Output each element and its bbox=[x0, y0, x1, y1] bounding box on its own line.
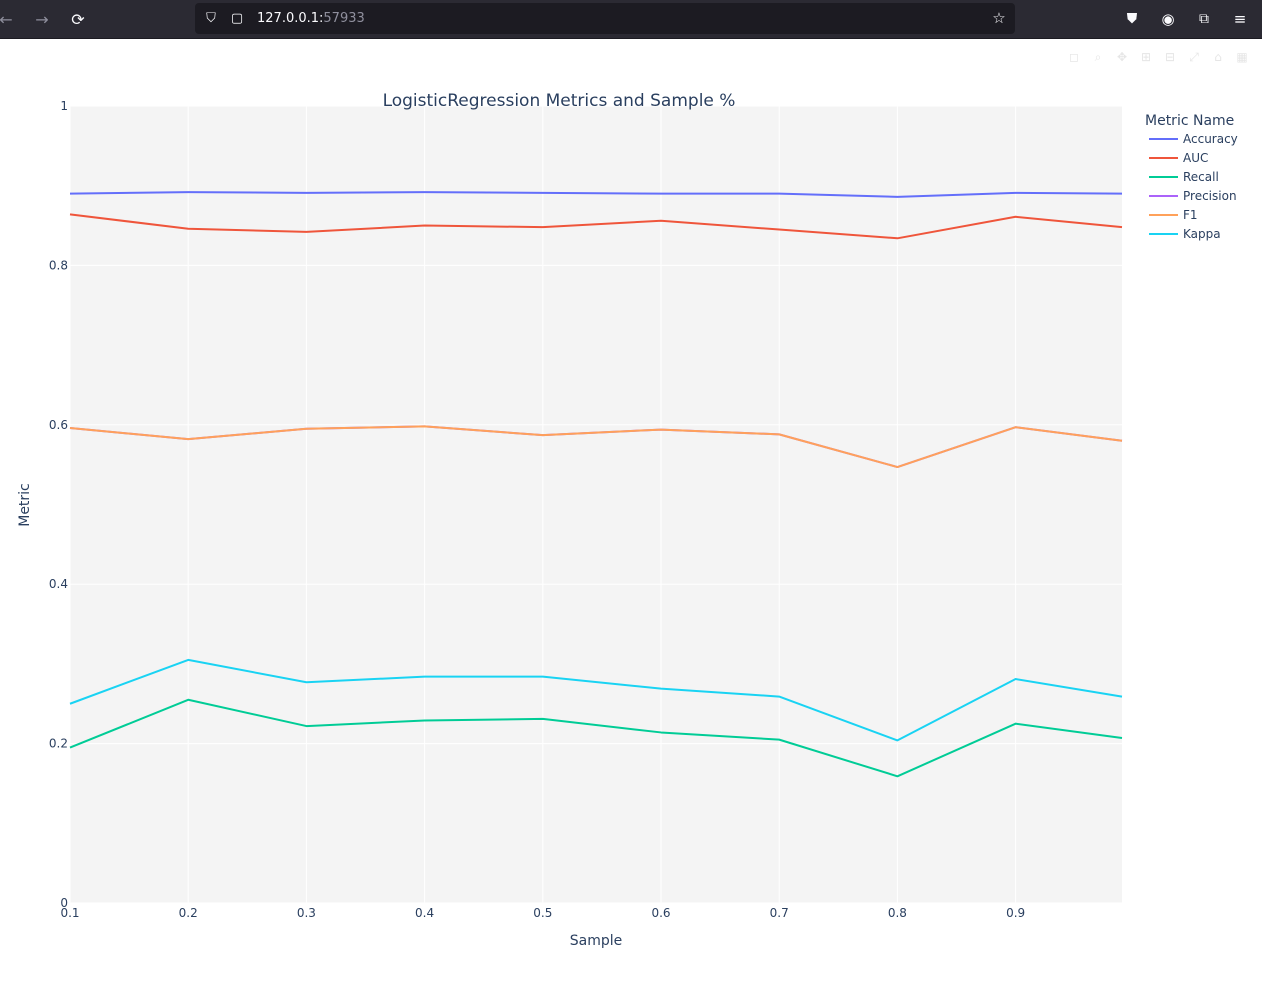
y-tick-label: 0.6 bbox=[49, 418, 68, 432]
legend: Metric Name Accuracy AUC Recall Precision F1… bbox=[1145, 113, 1238, 241]
y-tick-label: 1 bbox=[60, 99, 68, 113]
legend-item-recall[interactable]: Recall bbox=[1149, 170, 1219, 184]
chart-title: LogisticRegression Metrics and Sample % bbox=[383, 91, 736, 111]
pocket-icon[interactable]: ⛊ bbox=[1126, 11, 1138, 27]
x-tick-label: 0.9 bbox=[1006, 906, 1025, 920]
legend-item-precision[interactable]: Precision bbox=[1149, 189, 1237, 203]
x-tick-label: 0.6 bbox=[651, 906, 670, 920]
menu-icon[interactable]: ≡ bbox=[1233, 10, 1247, 28]
url-text[interactable]: 127.0.0.1:57933 bbox=[257, 11, 365, 26]
pan-icon[interactable]: ✥ bbox=[1116, 50, 1128, 64]
x-tick-label: 0.7 bbox=[770, 906, 789, 920]
chart-modebar: ◻ ⌕ ✥ ⊞ ⊟ ⤢ ⌂ ▦ bbox=[1066, 50, 1250, 66]
legend-label: Recall bbox=[1183, 170, 1219, 184]
x-tick-label: 0.8 bbox=[888, 906, 907, 920]
legend-item-accuracy[interactable]: Accuracy bbox=[1149, 132, 1238, 146]
legend-item-f1[interactable]: F1 bbox=[1149, 208, 1198, 222]
y-tick-label: 0.8 bbox=[49, 258, 68, 272]
page-icon: ▢ bbox=[230, 10, 244, 26]
y-axis-label: Metric bbox=[17, 483, 33, 527]
x-tick-label: 0.4 bbox=[415, 906, 434, 920]
zoom-out-icon[interactable]: ⊟ bbox=[1164, 50, 1176, 64]
y-tick-label: 0 bbox=[60, 896, 68, 910]
line-chart: 0.1 0.2 0.3 0.4 0.5 0.6 0.7 0.8 0.9 00.20.40.60.… bbox=[17, 91, 1238, 949]
account-icon[interactable]: ◉ bbox=[1161, 10, 1175, 28]
x-tick-label: 0.3 bbox=[297, 906, 316, 920]
browser-toolbar: ← → ⟳ ⛉ ▢ 127.0.0.1:57933 ☆ ⛊ ◉ ⧉ ≡ bbox=[0, 0, 1262, 39]
x-tick-label: 0.2 bbox=[179, 906, 198, 920]
plotly-logo-icon[interactable]: ▦ bbox=[1236, 50, 1248, 64]
series-lines bbox=[69, 191, 1123, 778]
legend-label: AUC bbox=[1183, 151, 1208, 165]
zoom-in-icon[interactable]: ⊞ bbox=[1140, 50, 1152, 64]
y-tick-label: 0.2 bbox=[49, 737, 68, 751]
series-line-kappa[interactable] bbox=[69, 658, 1123, 742]
legend-label: Precision bbox=[1183, 189, 1237, 203]
autoscale-icon[interactable]: ⤢ bbox=[1189, 50, 1199, 64]
reset-axes-icon[interactable]: ⌂ bbox=[1214, 50, 1222, 64]
zoom-icon[interactable]: ⌕ bbox=[1094, 50, 1102, 64]
plot-area bbox=[70, 106, 1122, 903]
forward-icon[interactable]: → bbox=[35, 9, 49, 29]
bookmark-star-icon[interactable]: ☆ bbox=[992, 9, 1006, 27]
legend-item-auc[interactable]: AUC bbox=[1149, 151, 1208, 165]
shield-icon[interactable]: ⛉ bbox=[206, 10, 216, 26]
address-bar[interactable]: ⛉ ▢ 127.0.0.1:57933 ☆ bbox=[195, 3, 1015, 34]
x-tick-label: 0.1 bbox=[60, 906, 79, 920]
series-line-f1[interactable] bbox=[69, 425, 1123, 469]
reload-icon[interactable]: ⟳ bbox=[71, 9, 85, 29]
y-tick-labels: 0 0.2 0.4 0.6 0.8 1 bbox=[49, 99, 68, 910]
legend-item-kappa[interactable]: Kappa bbox=[1149, 227, 1221, 241]
legend-label: Kappa bbox=[1183, 227, 1221, 241]
extensions-icon[interactable]: ⧉ bbox=[1199, 11, 1209, 27]
legend-title: Metric Name bbox=[1145, 113, 1234, 129]
x-tick-labels: 0.1 0.2 0.3 0.4 0.5 0.6 0.7 0.8 0.9 bbox=[60, 906, 1025, 920]
x-tick-label: 0.5 bbox=[533, 906, 552, 920]
y-tick-label: 0.4 bbox=[49, 577, 68, 591]
series-line-recall[interactable] bbox=[69, 698, 1123, 778]
x-axis-label: Sample bbox=[570, 933, 623, 949]
back-icon[interactable]: ← bbox=[0, 9, 13, 29]
legend-label: Accuracy bbox=[1183, 132, 1238, 146]
series-line-auc[interactable] bbox=[69, 213, 1123, 240]
camera-icon[interactable]: ◻ bbox=[1069, 50, 1079, 64]
series-line-accuracy[interactable] bbox=[69, 191, 1123, 198]
legend-label: F1 bbox=[1183, 208, 1198, 222]
